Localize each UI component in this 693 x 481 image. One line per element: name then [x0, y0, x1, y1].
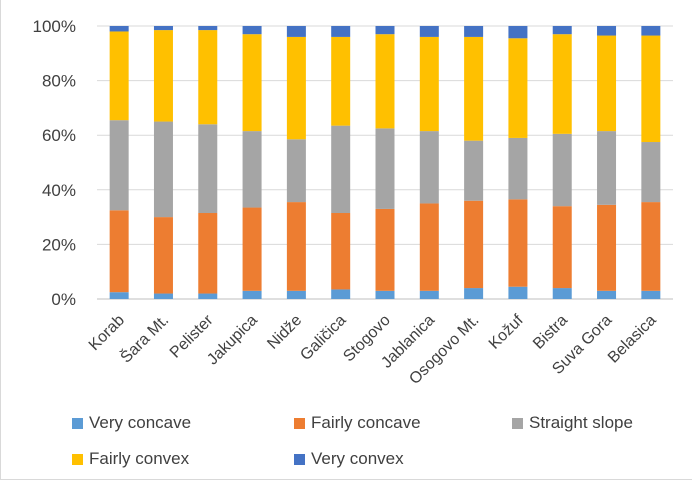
legend-label: Very concave	[89, 413, 192, 432]
y-tick-label: 60%	[42, 126, 76, 145]
legend-label: Fairly concave	[311, 413, 421, 432]
bar-segment	[464, 36, 484, 141]
bar-segment	[109, 26, 129, 32]
bar-segment	[242, 131, 262, 208]
x-category-label: Bistra	[530, 312, 571, 353]
legend-item: Fairly convex	[72, 449, 189, 469]
y-tick-label: 40%	[42, 181, 76, 200]
bar-segment	[242, 207, 262, 291]
bar-segment	[641, 202, 661, 291]
x-category-label: Galičica	[297, 312, 349, 364]
bar-segment	[286, 26, 306, 37]
y-tick-label: 80%	[42, 72, 76, 91]
bar-segment	[198, 30, 218, 125]
bar-segment	[109, 31, 129, 121]
bar-segment	[375, 26, 395, 35]
bar-segment	[375, 128, 395, 209]
legend-swatch	[72, 453, 83, 465]
bar-segment	[508, 38, 528, 138]
bar-segment	[109, 120, 129, 211]
bar-segment	[419, 203, 439, 291]
bar-segment	[331, 289, 351, 299]
bar-segment	[286, 139, 306, 203]
bar-segment	[597, 131, 617, 205]
bar-segment	[597, 26, 617, 36]
bar-segment	[641, 290, 661, 299]
legend: Very concave Fairly concave Straight slope…	[0, 405, 693, 475]
legend-item: Very concave	[72, 413, 191, 433]
x-category-label: Kožuf	[486, 311, 527, 352]
y-axis-ticks: 0% 20% 40% 60% 80% 100%	[33, 17, 76, 309]
legend-swatch	[512, 417, 523, 429]
bar-segment	[375, 34, 395, 129]
bar-segment	[242, 34, 262, 132]
bar-segment	[641, 142, 661, 203]
bar-segment	[464, 140, 484, 201]
bar-segment	[331, 213, 351, 290]
x-category-label: Korab	[86, 312, 128, 354]
bar-segment	[552, 34, 572, 134]
x-category-label: Šara Mt.	[116, 310, 172, 366]
x-category-label: Belasica	[605, 312, 660, 367]
bar-segment	[552, 288, 572, 299]
bar-segment	[508, 137, 528, 200]
bar-segment	[286, 290, 306, 299]
bar-segment	[552, 133, 572, 207]
legend-swatch	[294, 453, 305, 465]
bar-segment	[464, 26, 484, 37]
legend-swatch	[72, 417, 83, 429]
bar-segment	[375, 290, 395, 299]
bar-segment	[552, 26, 572, 35]
bar-segment	[597, 35, 617, 132]
bar-segment	[286, 36, 306, 140]
bar-segment	[198, 293, 218, 299]
bar-segment	[641, 26, 661, 36]
y-tick-label: 0%	[51, 290, 76, 309]
bar-segment	[375, 208, 395, 291]
bar-segment	[419, 26, 439, 37]
bar-segment	[153, 121, 173, 218]
bar-segment	[508, 199, 528, 287]
y-tick-label: 100%	[33, 17, 76, 36]
bar-segment	[641, 35, 661, 143]
bar-segment	[331, 26, 351, 37]
bar-segment	[331, 125, 351, 214]
bar-segment	[286, 202, 306, 291]
bar-segment	[552, 206, 572, 289]
x-category-label: Nidže	[264, 312, 305, 353]
bar-segment	[198, 124, 218, 214]
legend-label: Straight slope	[529, 413, 633, 432]
legend-label: Fairly convex	[89, 449, 190, 468]
bar-segment	[153, 293, 173, 299]
bar-segment	[597, 204, 617, 291]
legend-item: Very convex	[294, 449, 404, 469]
legend-label: Very convex	[311, 449, 404, 468]
bar-segment	[198, 26, 218, 31]
bar-segment	[419, 36, 439, 132]
bar-segment	[508, 26, 528, 39]
bar-segment	[242, 290, 262, 299]
bar-segment	[331, 36, 351, 126]
bar-segment	[419, 131, 439, 204]
bar-segment	[109, 292, 129, 299]
bar-segment	[419, 290, 439, 299]
bar-segment	[508, 286, 528, 299]
legend-item: Straight slope	[512, 413, 633, 433]
bar-segment	[153, 30, 173, 122]
y-tick-label: 20%	[42, 235, 76, 254]
bar-segment	[198, 213, 218, 294]
bar-segment	[109, 210, 129, 293]
bars	[109, 26, 661, 299]
bar-segment	[464, 288, 484, 299]
bar-segment	[464, 200, 484, 289]
legend-swatch	[294, 417, 305, 429]
legend-item: Fairly concave	[294, 413, 421, 433]
bar-segment	[153, 26, 173, 31]
bar-segment	[597, 290, 617, 299]
bar-segment	[242, 26, 262, 35]
bar-segment	[153, 217, 173, 294]
